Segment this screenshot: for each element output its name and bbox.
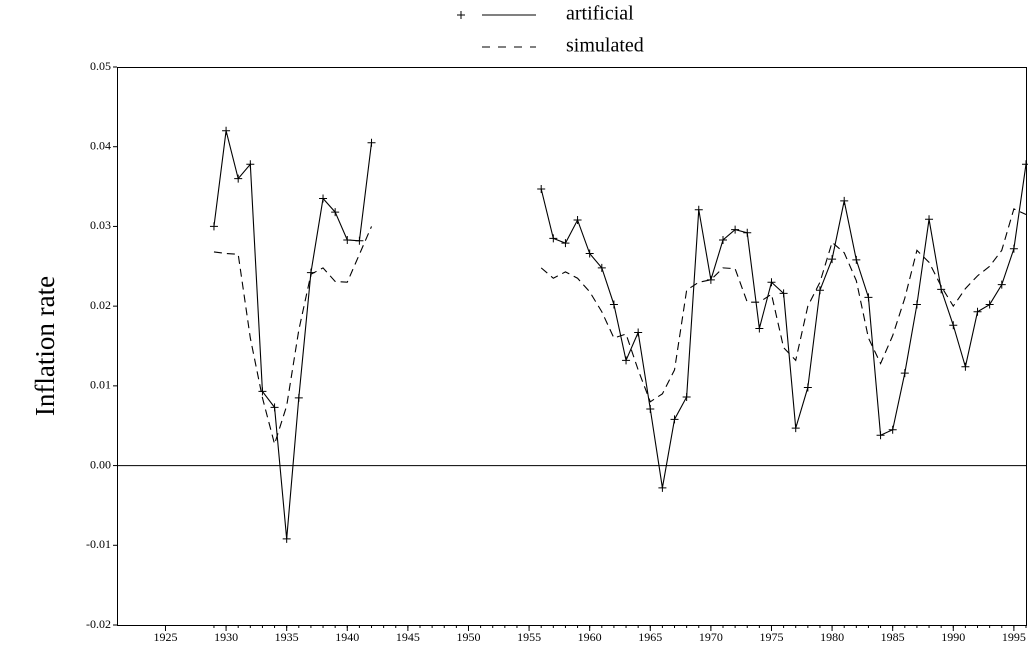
- x-tick-label: 1945: [396, 630, 420, 644]
- plus-marker: [767, 278, 776, 287]
- plus-marker: [743, 228, 752, 237]
- x-tick-label: 1970: [699, 630, 723, 644]
- x-tick-label: 1950: [456, 630, 480, 644]
- plus-marker: [985, 300, 994, 309]
- plus-marker: [973, 307, 982, 316]
- plus-marker: [1022, 160, 1028, 169]
- plus-marker: [222, 126, 231, 135]
- plus-marker: [367, 138, 376, 147]
- plus-marker: [755, 324, 764, 333]
- plus-marker: [925, 215, 934, 224]
- x-tick-label: 1990: [941, 630, 965, 644]
- plus-marker: [803, 383, 812, 392]
- plus-marker: [573, 216, 582, 225]
- plus-marker: [731, 225, 740, 234]
- plus-marker: [609, 300, 618, 309]
- x-tick-label: 1935: [275, 630, 299, 644]
- plus-marker: [234, 174, 243, 183]
- x-tick-label: 1930: [214, 630, 238, 644]
- x-tick-label: 1940: [335, 630, 359, 644]
- plus-marker: [282, 534, 291, 543]
- y-tick-label: -0.02: [86, 617, 111, 631]
- plus-marker: [828, 255, 837, 264]
- plus-marker: [270, 403, 279, 412]
- plus-marker: [585, 249, 594, 258]
- plus-marker: [355, 236, 364, 245]
- x-tick-label: 1980: [820, 630, 844, 644]
- y-tick-label: -0.01: [86, 537, 111, 551]
- x-tick-label: 1960: [578, 630, 602, 644]
- plus-marker: [876, 431, 885, 440]
- plus-marker: [719, 235, 727, 244]
- plus-marker: [1009, 244, 1018, 253]
- x-tick-label: 1985: [881, 630, 905, 644]
- plus-marker: [209, 222, 218, 231]
- plus-marker: [658, 483, 667, 492]
- plus-marker: [900, 369, 909, 378]
- x-tick-label: 1925: [153, 630, 177, 644]
- x-tick-label: 1995: [1002, 630, 1026, 644]
- plus-marker: [294, 393, 303, 402]
- legend-label: simulated: [566, 35, 644, 57]
- plus-marker: [343, 235, 352, 244]
- plus-marker: [331, 208, 340, 217]
- plus-marker: [961, 362, 970, 371]
- plus-marker: [852, 255, 861, 264]
- plus-marker: [997, 280, 1006, 289]
- plus-marker: [258, 387, 267, 396]
- legend-marker: [457, 11, 465, 19]
- x-tick-label: 1955: [517, 630, 541, 644]
- y-tick-label: 0.02: [90, 298, 111, 312]
- plus-marker: [694, 205, 703, 214]
- y-tick-label: 0.00: [90, 457, 111, 471]
- plus-marker: [319, 194, 328, 203]
- plus-marker: [949, 321, 958, 330]
- y-tick-label: 0.03: [90, 218, 111, 232]
- plus-marker: [646, 404, 655, 413]
- series-line: [213, 130, 1027, 539]
- plus-marker: [622, 356, 631, 365]
- plus-marker: [634, 328, 643, 337]
- y-tick-label: 0.01: [90, 378, 111, 392]
- y-tick-label: 0.05: [90, 59, 111, 73]
- plus-marker: [561, 239, 570, 248]
- plot-frame: [117, 67, 1027, 626]
- plus-marker: [246, 160, 255, 169]
- plus-marker: [864, 293, 873, 302]
- series-line: [213, 208, 1027, 447]
- x-tick-label: 1975: [759, 630, 783, 644]
- plus-marker: [670, 415, 679, 424]
- plus-marker: [791, 424, 800, 433]
- plus-marker: [597, 263, 606, 272]
- plus-marker: [840, 196, 849, 205]
- legend-label: artificial: [566, 3, 634, 25]
- plus-marker: [537, 184, 546, 193]
- plus-marker: [937, 285, 946, 294]
- x-tick-label: 1965: [638, 630, 662, 644]
- plus-marker: [779, 289, 788, 298]
- plus-marker: [549, 234, 558, 243]
- plus-marker: [912, 300, 921, 309]
- y-axis-label: Inflation rate: [30, 276, 60, 416]
- plus-marker: [815, 286, 824, 295]
- plus-marker: [888, 425, 897, 434]
- y-tick-label: 0.04: [90, 138, 111, 152]
- plus-marker: [682, 393, 691, 402]
